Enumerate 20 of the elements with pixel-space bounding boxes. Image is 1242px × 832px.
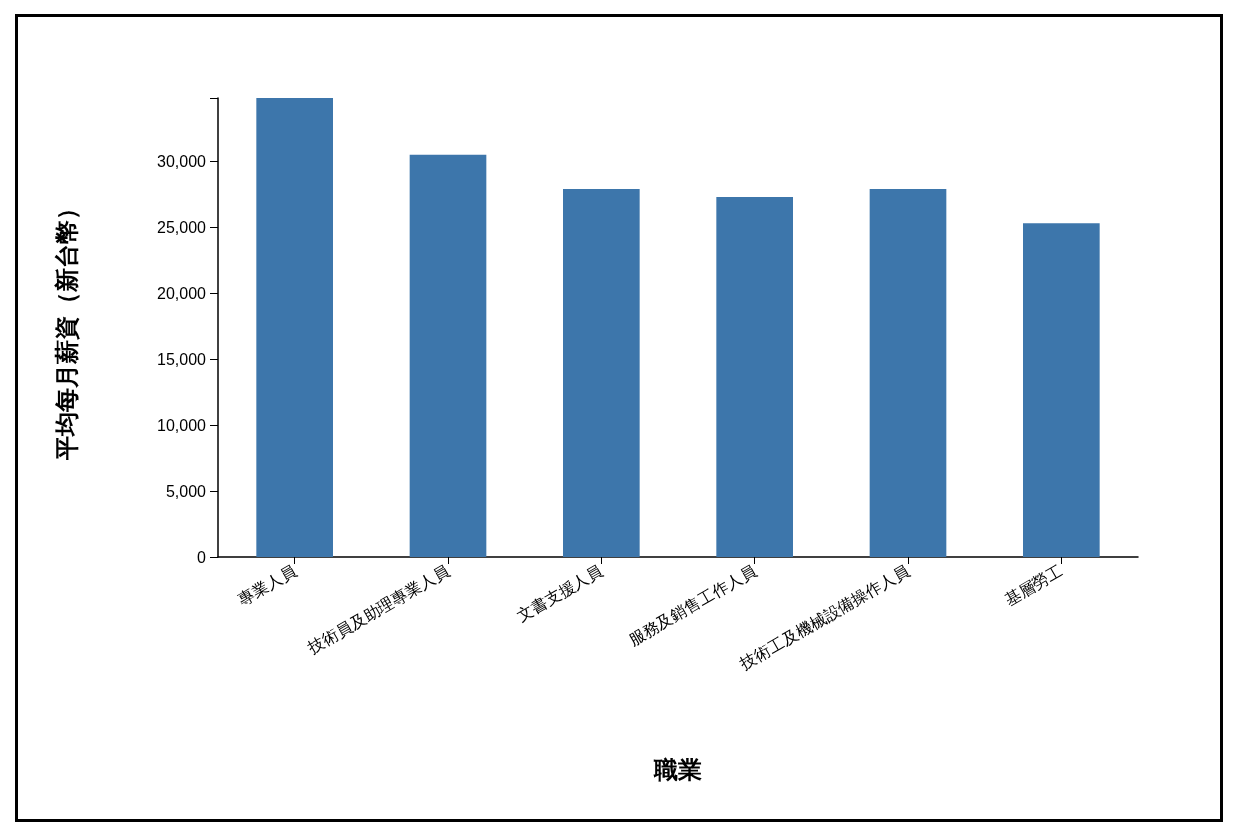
bar <box>256 98 333 557</box>
y-tick-label: 20,000 <box>157 284 207 302</box>
x-axis-title: 職業 <box>653 755 702 783</box>
bar <box>1023 223 1100 557</box>
y-tick-label: 30,000 <box>157 152 207 170</box>
x-tick-label: 服務及銷售工作人員 <box>625 561 759 649</box>
y-tick-label: 0 <box>197 548 207 566</box>
bar <box>563 189 640 557</box>
x-tick-label: 專業人員 <box>234 561 299 609</box>
x-tick-label: 技術員及助理專業人員 <box>304 561 453 657</box>
bar <box>869 189 947 557</box>
y-tick-label: 15,000 <box>157 350 207 368</box>
x-tick-label: 文書支援人員 <box>513 561 606 625</box>
bar <box>409 154 487 557</box>
y-tick-label: 5,000 <box>165 482 207 500</box>
x-tick-label: 基層勞工 <box>1001 561 1066 609</box>
y-tick-label: 10,000 <box>157 416 207 434</box>
y-tick-label: 25,000 <box>157 218 207 236</box>
y-axis-title: 平均每月薪資（新台幣） <box>52 195 80 461</box>
bar <box>716 196 793 557</box>
